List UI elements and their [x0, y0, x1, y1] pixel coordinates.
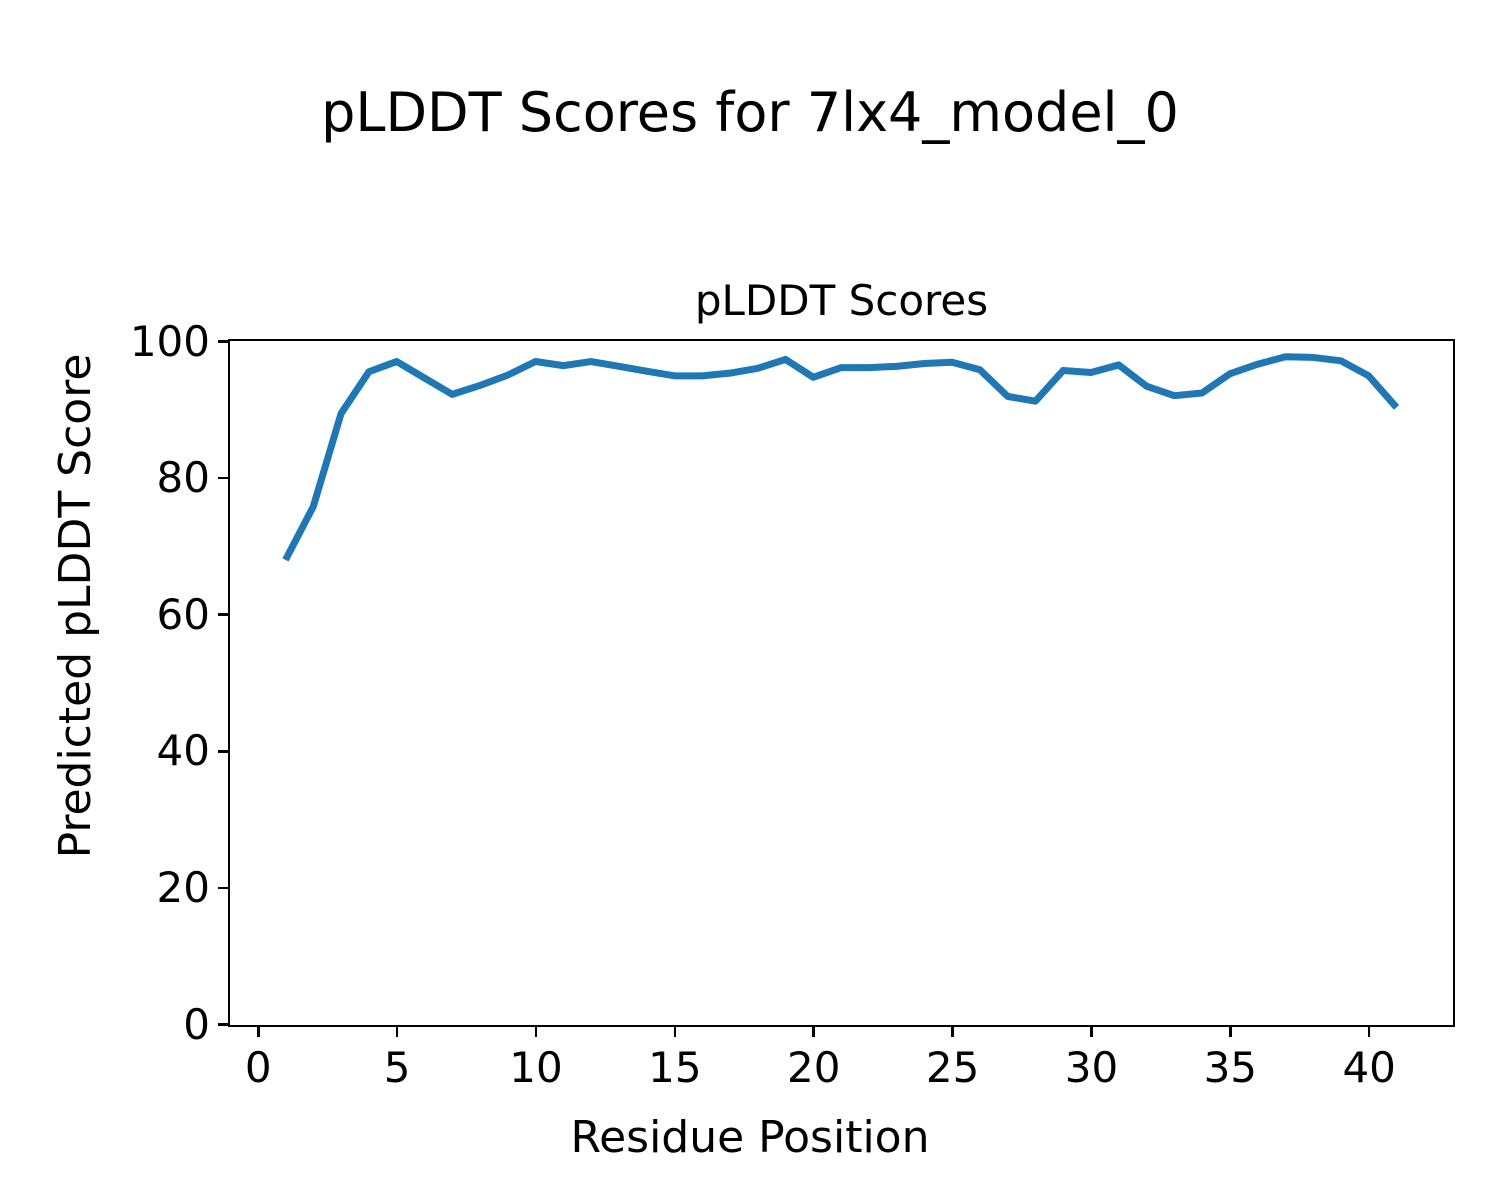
x-tick-mark	[1090, 1027, 1093, 1037]
x-tick-label: 10	[509, 1043, 563, 1092]
x-tick-mark	[1229, 1027, 1232, 1037]
x-tick-mark	[812, 1027, 815, 1037]
plot-canvas	[282, 353, 1400, 562]
x-tick-mark	[534, 1027, 538, 1037]
y-axis-label: Predicted pLDDT Score	[50, 353, 101, 859]
x-tick-label: 40	[1342, 1043, 1396, 1092]
y-tick-label: 20	[156, 862, 210, 912]
y-tick-mark	[218, 340, 228, 343]
plot-area	[228, 339, 1455, 1027]
y-tick-label: 0	[183, 999, 210, 1049]
x-tick-label: 0	[244, 1043, 272, 1092]
x-tick-label: 35	[1203, 1043, 1258, 1092]
axes-title: pLDDT Scores	[694, 276, 989, 325]
plddt-line	[282, 353, 1400, 562]
figure-suptitle: pLDDT Scores for 7lx4_model_0	[321, 81, 1179, 144]
x-tick-label: 20	[786, 1043, 841, 1092]
x-tick-mark	[395, 1027, 399, 1037]
x-tick-mark	[257, 1027, 260, 1037]
x-tick-label: 25	[925, 1043, 980, 1092]
x-tick-mark	[673, 1027, 677, 1037]
y-tick-mark	[218, 750, 228, 753]
y-tick-mark	[218, 613, 228, 616]
x-tick-label: 5	[383, 1043, 411, 1092]
y-tick-mark	[218, 476, 228, 480]
x-tick-mark	[951, 1027, 954, 1037]
x-tick-mark	[1367, 1027, 1371, 1037]
y-tick-mark	[218, 886, 228, 890]
y-tick-mark	[218, 1023, 228, 1026]
x-axis-label: Residue Position	[570, 1112, 930, 1163]
x-tick-label: 30	[1064, 1043, 1119, 1092]
x-tick-label: 15	[648, 1043, 702, 1092]
